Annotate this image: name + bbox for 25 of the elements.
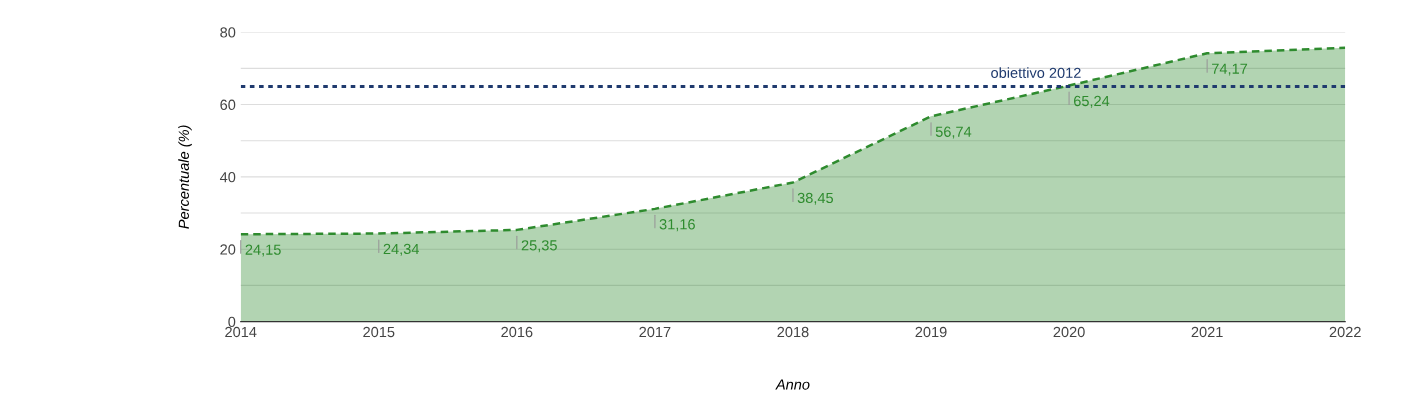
x-axis-title: Anno: [775, 379, 810, 390]
y-tick-label: 40: [219, 171, 236, 183]
x-tick-label: 2019: [915, 326, 947, 338]
y-tick-label: 60: [220, 99, 236, 110]
data-label: 65,24: [1073, 95, 1110, 108]
x-tick-label: 2014: [225, 326, 257, 338]
y-tick-label: 20: [220, 244, 236, 255]
x-tick-label: 2021: [1191, 326, 1223, 338]
data-label: 31,16: [659, 219, 695, 232]
x-tick-label: 2015: [363, 326, 395, 338]
x-tick-label: 2017: [639, 326, 671, 338]
data-label: 74,17: [1212, 63, 1248, 76]
data-label: 24,15: [245, 244, 281, 257]
y-tick-label: 80: [220, 27, 236, 38]
data-label: 38,45: [797, 192, 834, 205]
x-tick-label: 2018: [777, 326, 809, 338]
x-tick-label: 2020: [1053, 326, 1085, 338]
data-label: 56,74: [935, 126, 972, 139]
y-axis-title: Percentuale (%): [178, 125, 192, 229]
x-tick-label: 2016: [501, 326, 533, 338]
x-tick-label: 2022: [1329, 326, 1361, 338]
ref-line-label: obiettivo 2012: [991, 67, 1081, 78]
data-label: 25,35: [521, 240, 557, 253]
data-label: 24,34: [383, 243, 420, 256]
y-tick-label: 0: [228, 316, 236, 328]
